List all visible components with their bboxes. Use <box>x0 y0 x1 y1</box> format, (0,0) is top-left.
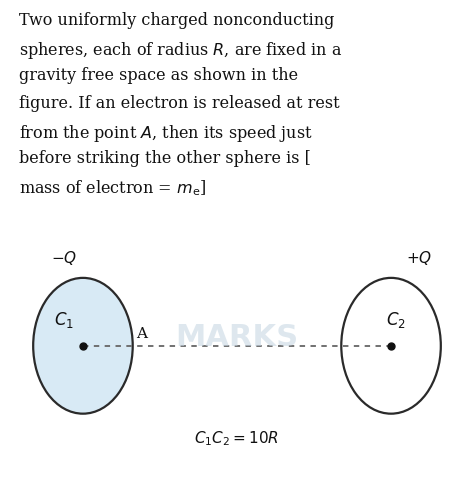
Text: $C_2$: $C_2$ <box>386 309 406 329</box>
Text: $+Q$: $+Q$ <box>406 248 433 266</box>
Text: spheres, each of radius $\mathit{R}$, are fixed in a: spheres, each of radius $\mathit{R}$, ar… <box>19 40 342 60</box>
Text: figure. If an electron is released at rest: figure. If an electron is released at re… <box>19 95 339 112</box>
Text: before striking the other sphere is [: before striking the other sphere is [ <box>19 150 311 167</box>
Text: A: A <box>137 326 147 340</box>
Ellipse shape <box>33 278 133 414</box>
Text: from the point $\mathit{A}$, then its speed just: from the point $\mathit{A}$, then its sp… <box>19 122 313 143</box>
Text: mass of electron = $m_{\mathrm{e}}$]: mass of electron = $m_{\mathrm{e}}$] <box>19 178 206 197</box>
Text: Two uniformly charged nonconducting: Two uniformly charged nonconducting <box>19 12 334 29</box>
Text: gravity free space as shown in the: gravity free space as shown in the <box>19 67 298 84</box>
Text: MARKS: MARKS <box>175 322 299 351</box>
Text: $C_1$: $C_1$ <box>54 309 74 329</box>
Ellipse shape <box>341 278 441 414</box>
Text: $-Q$: $-Q$ <box>51 248 77 266</box>
Text: $C_1C_2 = 10R$: $C_1C_2 = 10R$ <box>194 428 280 447</box>
